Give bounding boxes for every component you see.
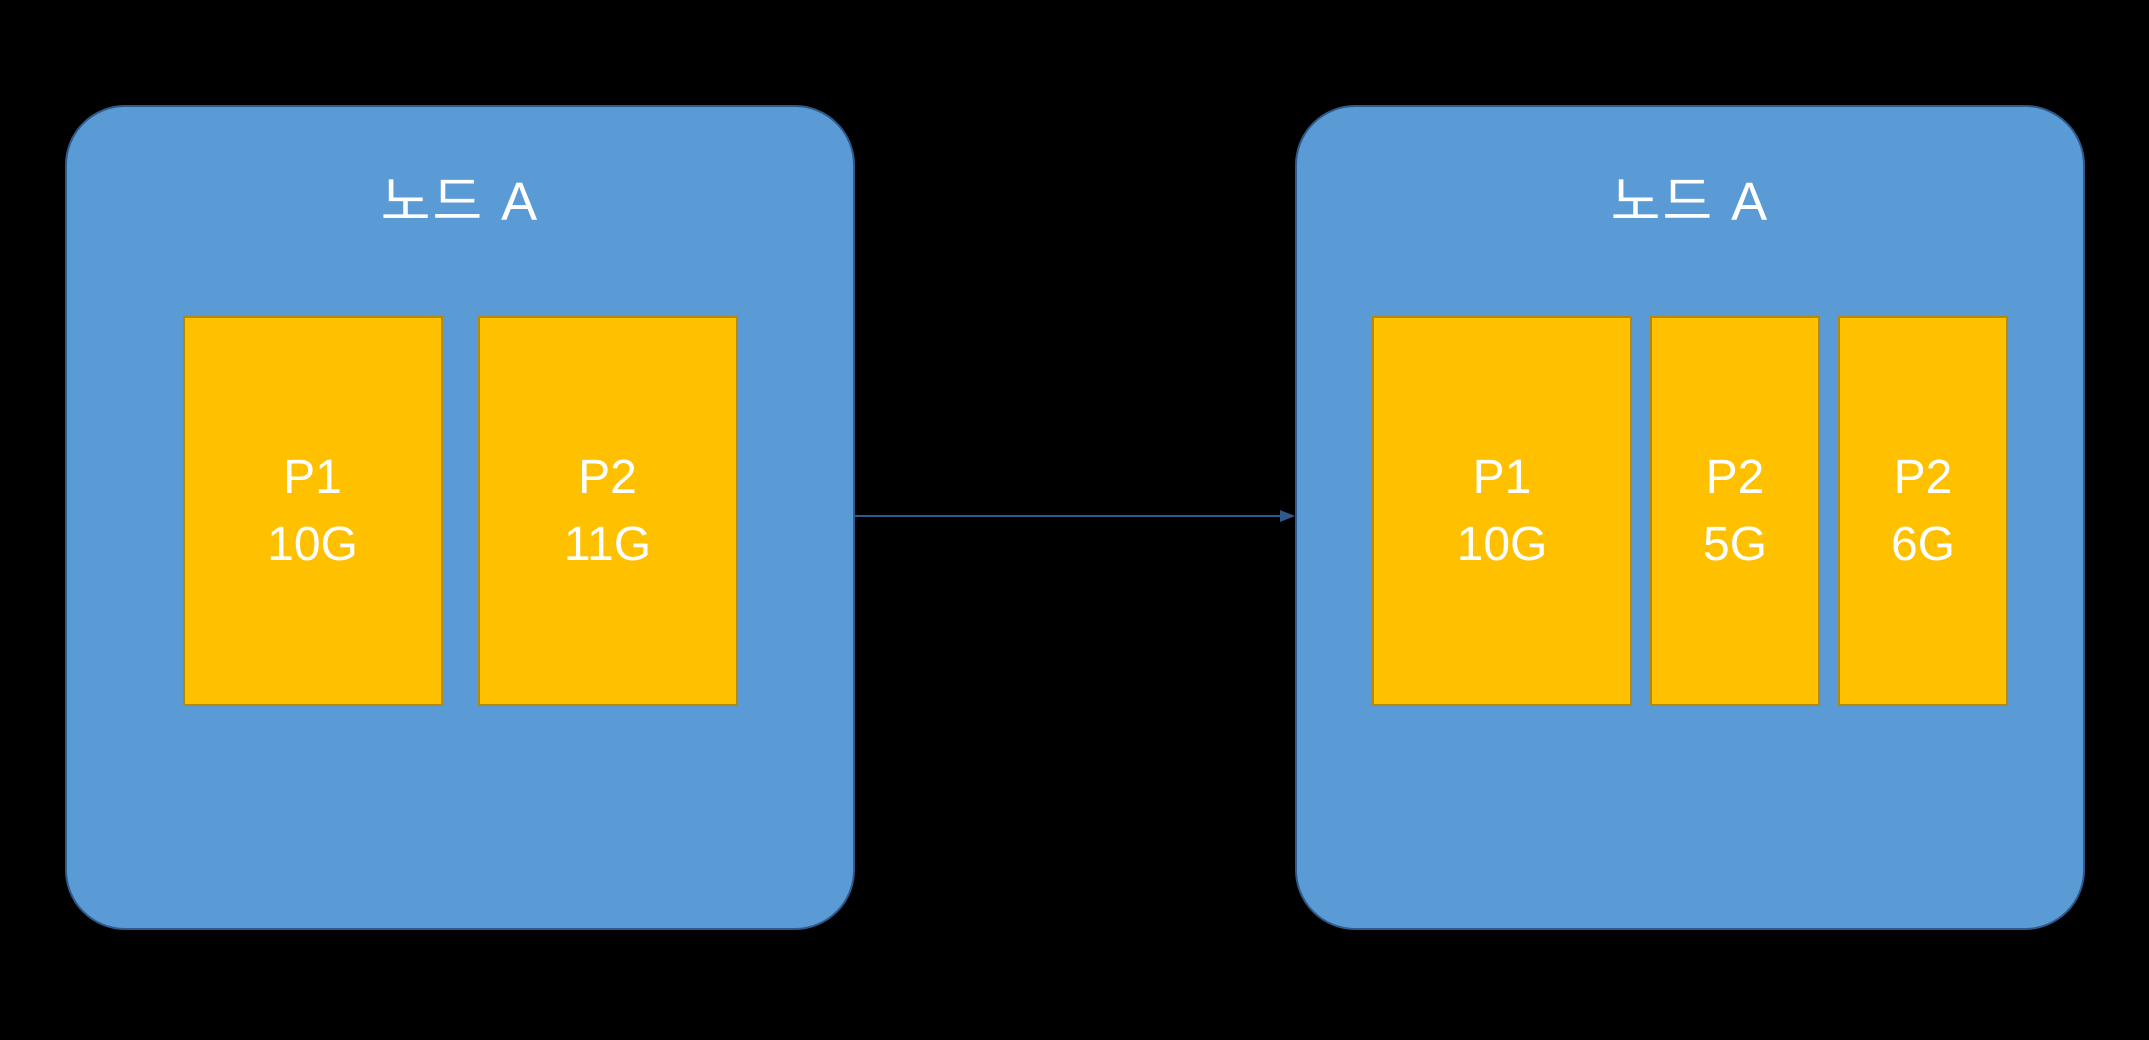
left-partition-1-size: 10G: [267, 511, 358, 578]
left-partition-2-label: P2: [578, 444, 637, 511]
left-partition-1: P1 10G: [183, 316, 443, 706]
right-partition-2-label: P2: [1706, 444, 1765, 511]
arrow-icon: [855, 500, 1300, 532]
right-partition-1-size: 10G: [1457, 511, 1548, 578]
right-node-title: 노드 A: [1611, 157, 1769, 236]
right-partition-2: P2 5G: [1650, 316, 1820, 706]
right-partition-3: P2 6G: [1838, 316, 2008, 706]
right-partition-2-size: 5G: [1703, 511, 1767, 578]
left-partition-1-label: P1: [283, 444, 342, 511]
right-partition-1: P1 10G: [1372, 316, 1632, 706]
left-partition-2-size: 11G: [564, 511, 651, 578]
left-partition-2: P2 11G: [478, 316, 738, 706]
right-partition-3-label: P2: [1894, 444, 1953, 511]
left-node: 노드 A P1 10G P2 11G: [65, 105, 855, 930]
right-partition-3-size: 6G: [1891, 511, 1955, 578]
right-node: 노드 A P1 10G P2 5G P2 6G: [1295, 105, 2085, 930]
left-node-title: 노드 A: [381, 157, 539, 236]
right-node-partitions: P1 10G P2 5G P2 6G: [1372, 316, 2008, 706]
left-node-partitions: P1 10G P2 11G: [183, 316, 738, 706]
right-partition-1-label: P1: [1473, 444, 1532, 511]
